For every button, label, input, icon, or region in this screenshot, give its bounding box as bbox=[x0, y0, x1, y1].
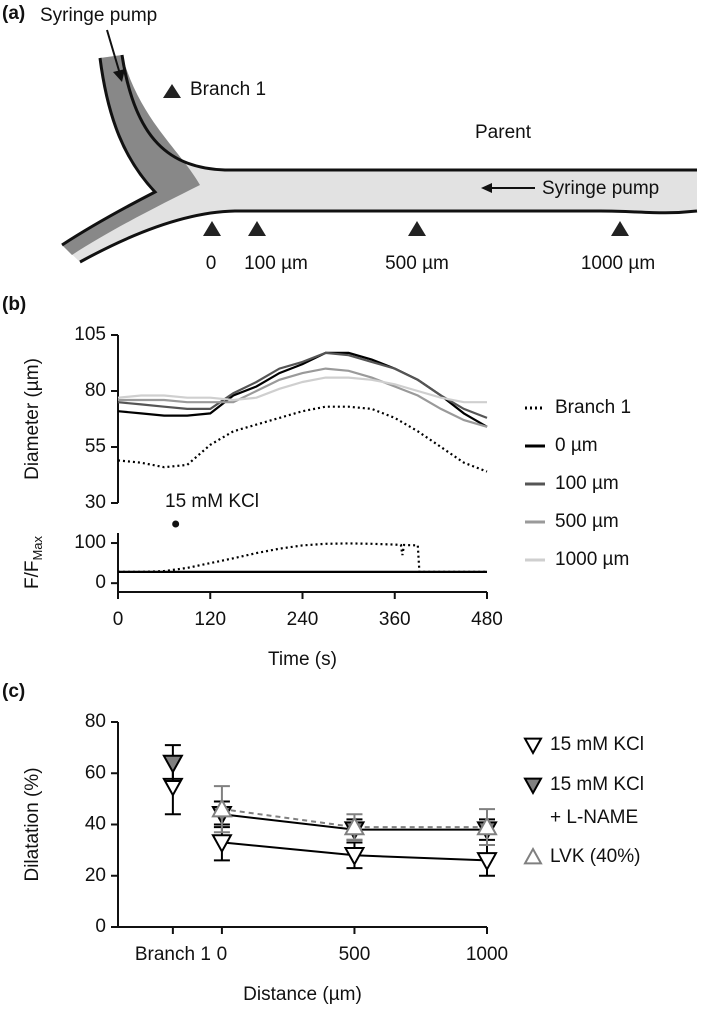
y-tick-label: 20 bbox=[85, 865, 106, 886]
legend-marker bbox=[523, 777, 543, 796]
x-axis-label: Distance (µm) bbox=[243, 984, 362, 1005]
y-tick-label: 55 bbox=[85, 436, 106, 457]
legend-label: 0 µm bbox=[555, 435, 598, 456]
y-tick-label: 0 bbox=[95, 916, 106, 937]
y-tick-label: 60 bbox=[85, 762, 106, 783]
position-label: 500 µm bbox=[385, 253, 449, 274]
y-axis-label-text: Diameter (µm) bbox=[22, 358, 43, 480]
x-tick-label: Branch 1 bbox=[135, 944, 211, 965]
marker bbox=[162, 754, 184, 775]
y-axis-label: Dilatation (%) bbox=[22, 767, 43, 881]
series-line bbox=[118, 542, 487, 573]
vessel bbox=[61, 29, 698, 264]
marker bbox=[343, 816, 366, 836]
marker bbox=[476, 816, 498, 836]
x-tick-label: 1000 bbox=[466, 944, 508, 965]
legend-label: 15 mM KCl + L-NAME bbox=[550, 774, 644, 828]
panel-label: (b) bbox=[2, 294, 26, 315]
position-label: 1000 µm bbox=[581, 253, 655, 274]
syringe-pump-label: Syringe pump bbox=[542, 178, 659, 199]
annotation-dot bbox=[172, 520, 180, 528]
y-axis-label-text: Dilatation (%) bbox=[22, 767, 43, 881]
series-line bbox=[118, 367, 488, 428]
legend-label: 15 mM KCl bbox=[550, 734, 644, 755]
y-tick-label: 100 bbox=[74, 532, 106, 553]
y-tick-label: 80 bbox=[85, 711, 106, 732]
y-tick-label: 30 bbox=[85, 492, 106, 513]
y-tick-label: 40 bbox=[85, 814, 106, 835]
x-tick-label: 240 bbox=[287, 609, 319, 630]
panel-label: (c) bbox=[2, 681, 25, 702]
panel-label: (a) bbox=[2, 3, 25, 24]
y-axis-label-sub: Max bbox=[30, 535, 45, 560]
y-axis-label: F/FMax bbox=[22, 535, 45, 589]
y-tick-label: 80 bbox=[85, 380, 106, 401]
y-axis-label-text: F/F bbox=[22, 561, 43, 590]
x-tick-label: 480 bbox=[471, 609, 503, 630]
marker bbox=[211, 834, 233, 854]
marker bbox=[211, 798, 233, 818]
y-tick-label: 105 bbox=[74, 324, 106, 345]
position-label: 100 µm bbox=[244, 253, 308, 274]
x-tick-label: 500 bbox=[339, 944, 371, 965]
syringe-pump-label: Syringe pump bbox=[40, 5, 157, 26]
x-tick-label: 360 bbox=[379, 609, 411, 630]
annotation: 15 mM KCl bbox=[165, 491, 259, 512]
x-tick-label: 0 bbox=[113, 609, 124, 630]
marker bbox=[476, 852, 498, 872]
y-axis-label: Diameter (µm) bbox=[22, 358, 43, 480]
legend-marker bbox=[523, 737, 543, 756]
series-line bbox=[117, 376, 487, 404]
branch-label: Branch 1 bbox=[190, 79, 266, 100]
legend-label: Branch 1 bbox=[555, 397, 631, 418]
y-tick-label: 0 bbox=[95, 572, 106, 593]
x-axis-label: Time (s) bbox=[268, 649, 337, 670]
marker bbox=[343, 847, 366, 867]
legend-label: 1000 µm bbox=[555, 549, 629, 570]
legend-label: LVK (40%) bbox=[550, 846, 641, 867]
x-tick-label: 120 bbox=[194, 609, 226, 630]
legend-label: 500 µm bbox=[555, 511, 619, 532]
legend-marker bbox=[523, 846, 543, 865]
x-tick-label: 0 bbox=[217, 944, 228, 965]
series-line bbox=[117, 351, 488, 419]
legend-label: 100 µm bbox=[555, 473, 619, 494]
parent-label: Parent bbox=[475, 122, 532, 143]
position-label: 0 bbox=[206, 253, 217, 274]
